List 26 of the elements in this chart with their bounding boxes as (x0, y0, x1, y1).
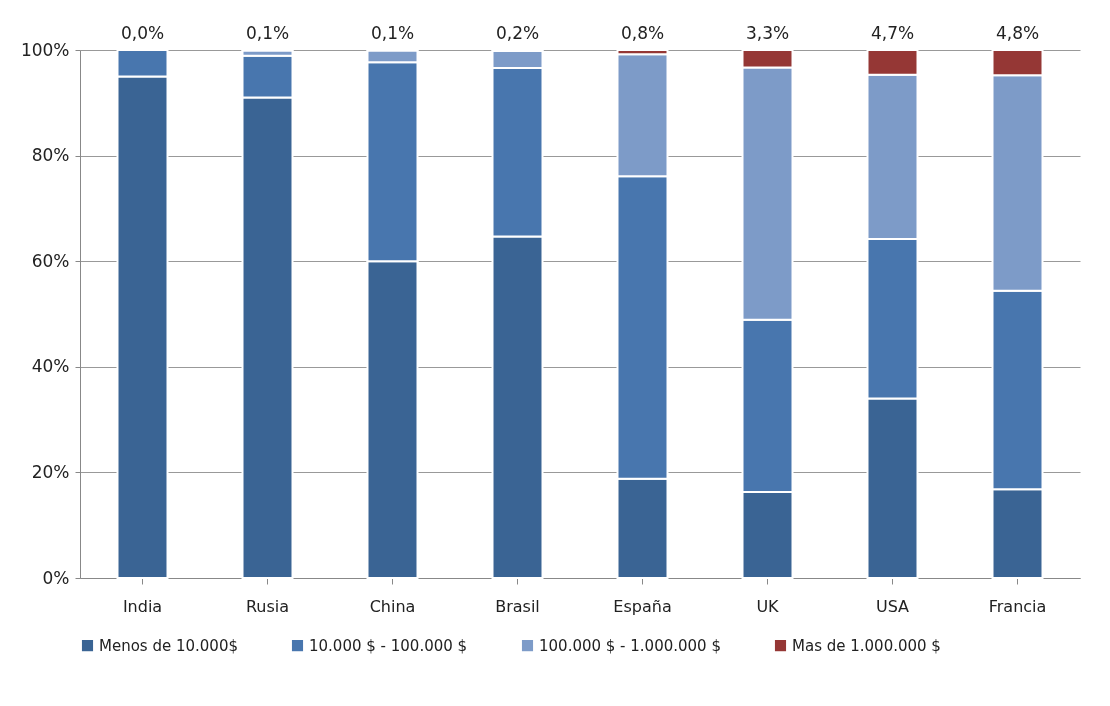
data-label: 0,8% (620, 23, 665, 43)
legend-label: Menos de 10.000$ (99, 636, 238, 655)
x-tick-label: España (613, 596, 672, 616)
legend-label: Mas de 1.000.000 $ (792, 636, 941, 655)
y-tick-label: 80% (31, 145, 70, 166)
legend-label: 100.000 $ - 1.000.000 $ (539, 636, 721, 655)
x-tick-label: UK (756, 596, 780, 616)
y-tick-label: 20% (31, 461, 70, 482)
y-tick-label: 60% (31, 250, 70, 271)
x-tick-label: Rusia (245, 596, 290, 616)
x-tick-label: Francia (988, 596, 1047, 616)
y-tick-label: 100% (20, 39, 70, 60)
data-label: 0,2% (495, 23, 540, 43)
data-label: 0,1% (370, 23, 415, 43)
x-tick-label: China (369, 596, 416, 616)
data-label: 3,3% (745, 23, 790, 43)
data-label: 4,8% (995, 23, 1040, 43)
data-label: 0,1% (245, 23, 290, 43)
data-label: 4,7% (870, 23, 915, 43)
x-tick-label: USA (875, 596, 910, 616)
x-tick-label: India (122, 596, 163, 616)
text: 0,0% (120, 23, 165, 43)
y-tick-label: 40% (31, 356, 70, 377)
legend-label: 10.000 $ - 100.000 $ (309, 636, 468, 655)
y-tick-label: 0% (42, 567, 70, 588)
x-tick-label: Brasil (495, 596, 540, 616)
